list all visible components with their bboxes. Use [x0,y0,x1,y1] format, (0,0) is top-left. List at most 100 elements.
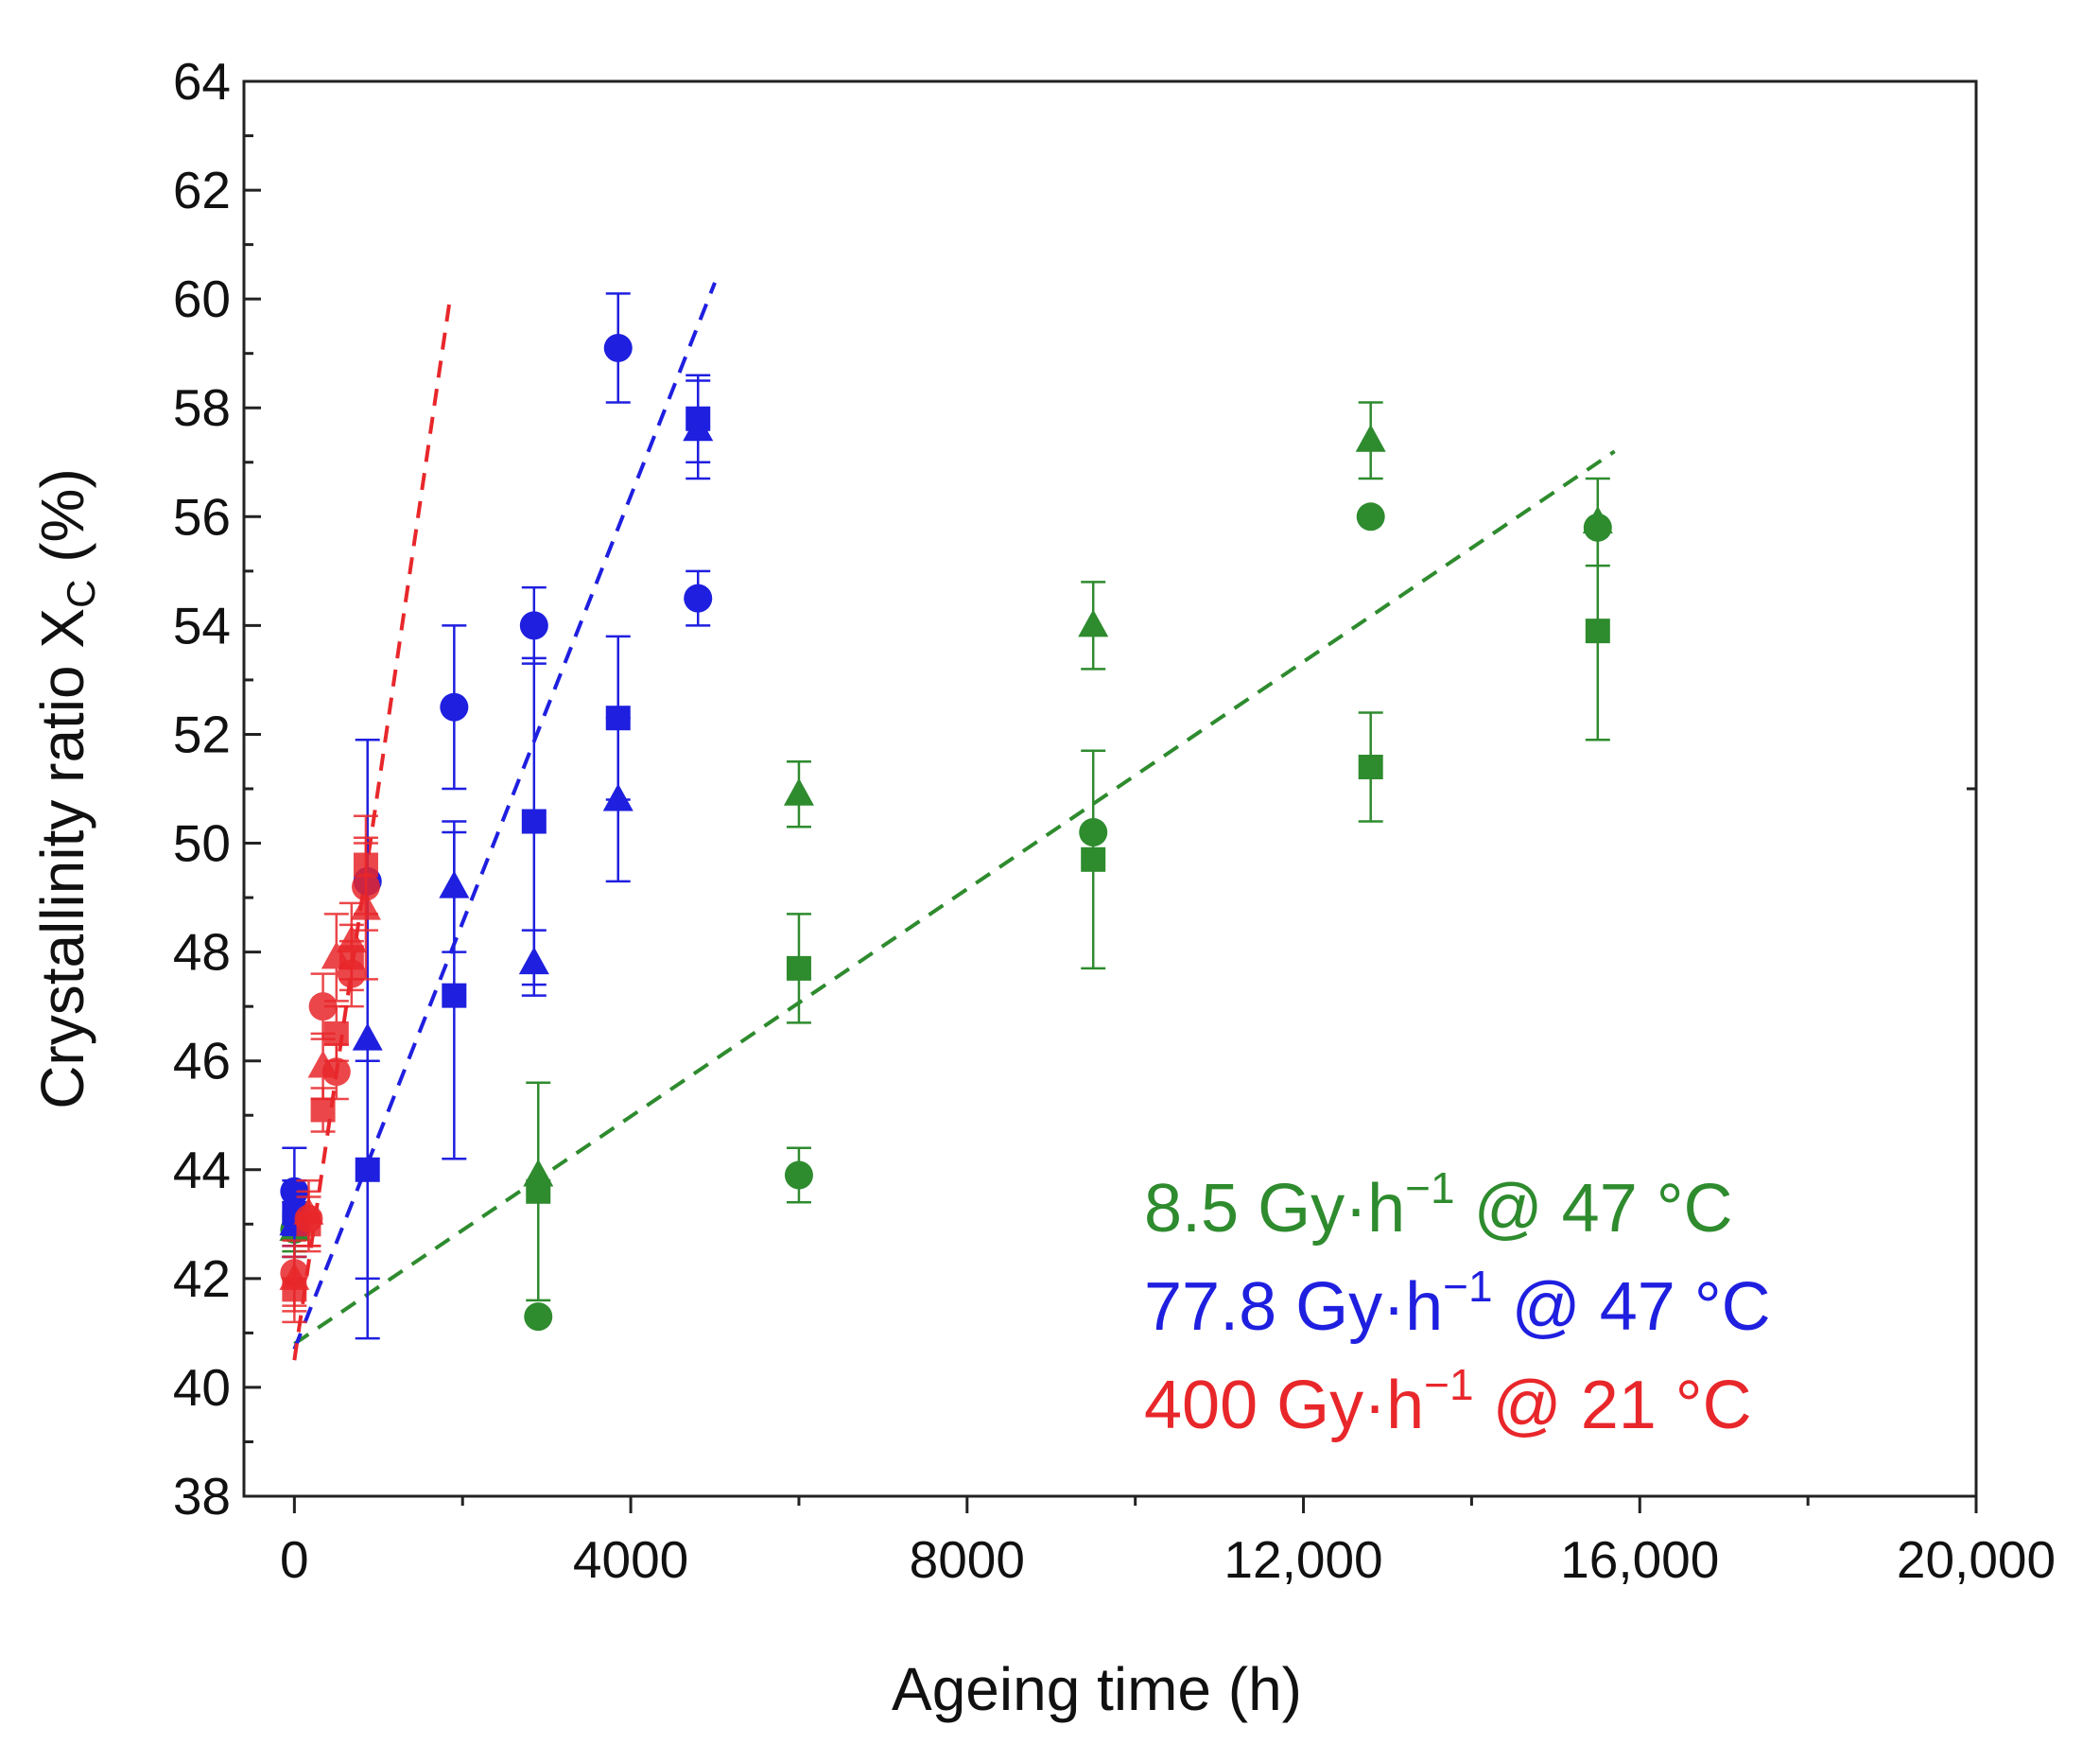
x-tick-label: 16,000 [1560,1530,1719,1589]
data-point [518,929,549,997]
circle-marker [440,692,469,722]
legend-red-superscript: −1 [1424,1360,1473,1409]
y-tick-label: 64 [173,52,231,111]
data-point [683,379,714,480]
legend: 8.5 Gy·h−1 @ 47 °C 77.8 Gy·h−1 @ 47 °C 4… [1144,1163,1771,1443]
square-marker [521,809,547,834]
data-point [439,820,470,953]
data-point [786,913,811,1024]
y-tick-label: 60 [173,270,231,328]
circle-marker [519,611,548,640]
data-point [336,901,367,981]
square-marker [323,1020,349,1046]
triangle-marker [279,1262,310,1290]
circle-marker [684,584,713,613]
y-tick-label: 42 [173,1249,231,1308]
triangle-marker [293,1196,324,1225]
triangle-marker [336,925,367,953]
y-tick-label: 44 [173,1141,231,1199]
x-tick-label: 8000 [910,1530,1025,1589]
y-tick-label: 38 [173,1467,231,1526]
triangle-marker [350,892,381,920]
legend-green-condition: @ 47 °C [1455,1171,1733,1247]
y-axis-title: Crystallinity ratio XC (%) [28,468,103,1109]
circle-marker [603,333,633,362]
y-tick-label: 48 [173,923,231,982]
legend-red-text: 400 Gy·h [1144,1368,1424,1443]
triangle-marker [683,413,714,442]
legend-green-superscript: −1 [1405,1163,1454,1212]
trend-line-2 [292,298,452,1361]
y-tick-label: 40 [173,1358,231,1417]
triangle-marker [518,947,549,975]
trend-lines [292,282,1616,1361]
square-marker [1358,754,1383,779]
trend-line-0 [293,449,1616,1346]
legend-blue-condition: @ 47 °C [1493,1269,1771,1345]
square-marker [786,955,811,981]
data-point [783,759,814,828]
x-tick-label: 20,000 [1897,1530,2056,1589]
legend-entry-blue: 77.8 Gy·h−1 @ 47 °C [1144,1262,1771,1345]
triangle-marker [1355,424,1386,452]
data-point [526,1081,551,1302]
data-point [602,716,633,883]
square-marker [442,983,467,1008]
y-axis-title-main: Crystallinity ratio X [28,608,96,1109]
y-tick-label: 50 [173,814,231,873]
square-marker [1585,619,1610,644]
circle-marker [308,992,338,1021]
circle-marker [321,1057,351,1087]
y-axis-title-subscript: C [59,580,103,608]
x-tick-label: 0 [280,1530,309,1589]
data-point [1081,749,1106,970]
x-tick-label: 4000 [573,1530,688,1589]
trend-line-1 [292,282,717,1351]
y-tick-label: 46 [173,1032,231,1090]
square-marker [1081,846,1106,872]
triangle-marker [602,783,633,811]
y-tick-label: 52 [173,705,231,763]
circle-marker [784,1160,813,1190]
data-point [603,292,633,404]
legend-entry-red: 400 Gy·h−1 @ 21 °C [1144,1360,1752,1443]
data-point [684,569,713,627]
y-tick-label: 62 [173,161,231,219]
triangle-marker [783,777,814,806]
axis-ticks: 38 40 42 44 46 48 50 52 54 56 58 60 62 64 0 4000 8000 12,… [173,52,2056,1589]
data-point [350,836,381,981]
y-tick-label: 56 [173,487,231,546]
data-point [1356,502,1385,532]
data-point [1078,581,1109,671]
data-point [524,1302,553,1332]
data-point [1358,711,1383,823]
data-point [440,624,469,791]
triangle-marker [1078,609,1109,637]
legend-blue-text: 77.8 Gy·h [1144,1269,1443,1345]
y-tick-label: 54 [173,596,231,654]
data-points [279,292,1613,1340]
data-point [519,585,548,665]
legend-entry-green: 8.5 Gy·h−1 @ 47 °C [1144,1163,1733,1247]
data-point [784,1146,813,1204]
data-point [293,1179,324,1247]
triangle-marker [439,870,470,898]
legend-blue-superscript: −1 [1443,1262,1492,1311]
triangle-marker [1582,506,1613,534]
data-point [1355,401,1386,480]
square-marker [310,1097,336,1123]
triangle-marker [352,1022,383,1051]
legend-green-text: 8.5 Gy·h [1144,1171,1405,1247]
circle-marker [524,1302,553,1332]
triangle-marker [523,1159,554,1187]
data-point [523,1159,554,1187]
y-tick-label: 58 [173,378,231,437]
x-axis-title: Ageing time (h) [892,1655,1302,1723]
x-tick-label: 12,000 [1224,1530,1382,1589]
legend-red-condition: @ 21 °C [1474,1368,1752,1443]
y-axis-title-suffix: (%) [28,468,96,579]
data-point [352,738,383,1340]
circle-marker [1356,502,1385,532]
data-point [308,972,338,1040]
